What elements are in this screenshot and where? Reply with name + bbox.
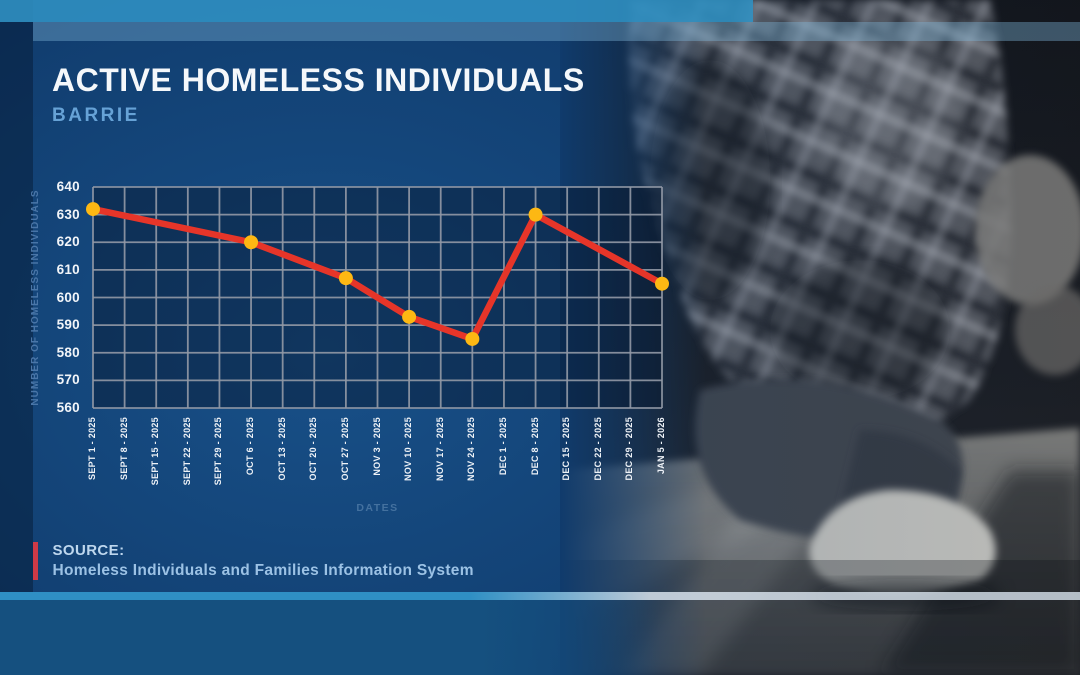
x-tick-label: DEC 15 - 2025 (561, 417, 572, 481)
x-tick-label: NOV 10 - 2025 (403, 417, 414, 481)
x-axis-title: DATES (356, 502, 399, 514)
x-tick-label: DEC 29 - 2025 (624, 417, 635, 481)
data-point (86, 202, 100, 217)
x-tick-label: NOV 17 - 2025 (434, 417, 445, 481)
x-tick-label: SEPT 22 - 2025 (181, 417, 192, 486)
x-tick-label: OCT 6 - 2025 (245, 417, 256, 476)
bottom-accent-line (0, 592, 1080, 600)
data-point (402, 309, 417, 324)
source-label: SOURCE: (52, 542, 125, 559)
photo-blue-blend-overlay (560, 0, 1080, 675)
photo-homeless-person (560, 0, 1080, 675)
x-tick-label: JAN 5 - 2026 (656, 417, 666, 475)
x-tick-label: SEPT 1 - 2025 (87, 417, 97, 480)
x-tick-label: NOV 3 - 2025 (371, 417, 382, 476)
x-tick-label: SEPT 15 - 2025 (150, 417, 161, 486)
data-point (465, 331, 480, 346)
data-point (655, 276, 669, 291)
y-tick-label: 620 (56, 234, 80, 250)
y-tick-label: 640 (56, 179, 80, 194)
page-subtitle: BARRIE (52, 105, 140, 126)
x-tick-label: SEPT 29 - 2025 (213, 417, 224, 486)
top-accent-bar (0, 0, 753, 22)
y-tick-label: 560 (56, 400, 80, 415)
source-attribution: SOURCE: Homeless Individuals and Familie… (33, 542, 474, 580)
y-tick-label: 610 (56, 261, 80, 277)
data-point (338, 271, 353, 286)
y-tick-label: 600 (56, 289, 80, 305)
data-point (528, 207, 543, 222)
data-point (244, 235, 259, 250)
x-tick-label: SEPT 8 - 2025 (118, 417, 129, 480)
y-tick-label: 570 (56, 372, 80, 388)
x-tick-label: DEC 8 - 2025 (529, 417, 540, 476)
page-title: ACTIVE HOMELESS INDIVIDUALS (52, 62, 585, 98)
source-accent-bar (33, 542, 38, 580)
x-tick-label: OCT 27 - 2025 (339, 417, 350, 481)
left-accent-bar (0, 0, 33, 675)
x-tick-label: OCT 20 - 2025 (308, 417, 319, 481)
header: ACTIVE HOMELESS INDIVIDUALS BARRIE (52, 62, 585, 127)
top-accent-bar-secondary (33, 22, 1080, 41)
bottom-band (0, 600, 1080, 675)
x-tick-label: OCT 13 - 2025 (276, 417, 287, 481)
x-tick-label: NOV 24 - 2025 (466, 417, 477, 481)
x-tick-label: DEC 1 - 2025 (497, 417, 508, 476)
source-text-block: SOURCE: Homeless Individuals and Familie… (53, 542, 474, 580)
y-tick-label: 580 (56, 344, 80, 360)
line-chart: NUMBER OF HOMELESS INDIVIDUALS 640 630 620… (30, 179, 669, 514)
y-tick-label: 630 (56, 206, 80, 222)
y-axis-ticks: 640 630 620 610 600 590 580 570 560 (40, 179, 86, 415)
plot-area (86, 186, 669, 409)
y-tick-label: 590 (56, 317, 80, 333)
source-text: Homeless Individuals and Families Inform… (52, 562, 474, 579)
x-tick-label: DEC 22 - 2025 (592, 417, 603, 481)
x-axis-ticks: SEPT 1 - 2025 SEPT 8 - 2025 SEPT 15 - 2025… (87, 417, 666, 509)
